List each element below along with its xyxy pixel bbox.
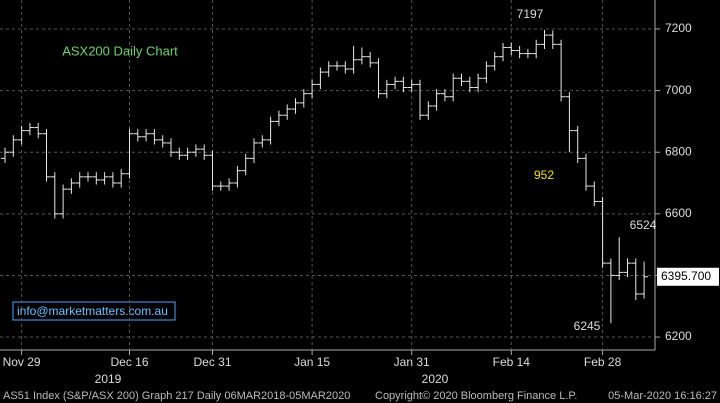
- year-label: 2019: [95, 372, 122, 386]
- y-tick-label: 6800: [665, 144, 692, 158]
- annotation: 952: [534, 168, 554, 182]
- footer-center: Copyright© 2020 Bloomberg Finance L.P.: [375, 390, 577, 402]
- footer-right: 05-Mar-2020 16:16:27: [608, 390, 717, 402]
- last-price-box: [657, 267, 719, 286]
- x-tick-label: Jan 31: [394, 355, 430, 369]
- footer-left: AS51 Index (S&P/ASX 200) Graph 217 Daily…: [3, 390, 350, 402]
- watermark: info@marketmatters.com.au: [17, 304, 168, 318]
- watermark-box: [12, 301, 176, 321]
- y-tick-label: 6200: [665, 329, 692, 343]
- year-label: 2020: [422, 372, 449, 386]
- x-tick-label: Feb 14: [493, 355, 531, 369]
- y-tick-label: 6600: [665, 206, 692, 220]
- x-tick-label: Dec 31: [193, 355, 231, 369]
- x-tick-label: Feb 28: [584, 355, 622, 369]
- chart-title: ASX200 Daily Chart: [62, 43, 178, 58]
- x-tick-label: Nov 29: [3, 355, 41, 369]
- x-tick-label: Dec 16: [110, 355, 148, 369]
- y-tick-label: 7000: [665, 83, 692, 97]
- annotation: 6245: [574, 319, 601, 333]
- y-tick-label: 7200: [665, 21, 692, 35]
- annotation: 7197: [517, 7, 544, 21]
- x-tick-label: Jan 15: [294, 355, 330, 369]
- annotation: 6524: [630, 218, 657, 232]
- last-price-label: 6395.700: [661, 269, 711, 283]
